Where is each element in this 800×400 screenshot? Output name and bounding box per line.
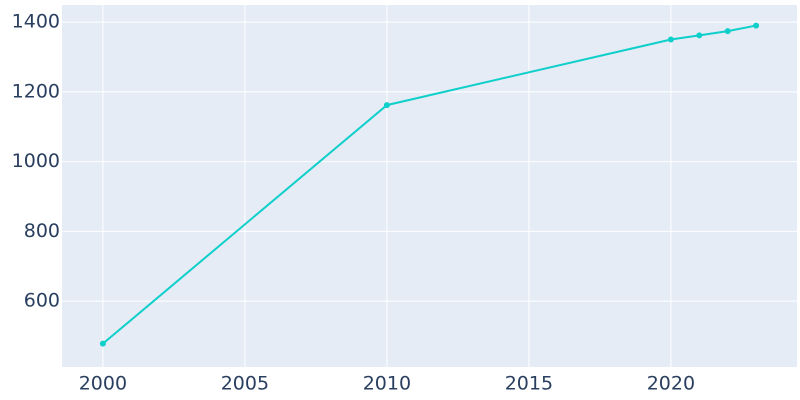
x-tick-label: 2015	[505, 373, 553, 395]
point	[753, 22, 760, 29]
y-tick-label: 1400	[12, 11, 60, 33]
x-tick-label: 2005	[221, 373, 269, 395]
point	[667, 36, 674, 43]
x-tick-label: 2020	[647, 373, 695, 395]
y-tick-label: 1200	[12, 80, 60, 102]
point	[724, 28, 731, 35]
y-tick-label: 800	[24, 220, 60, 242]
x-tick-label: 2000	[79, 373, 127, 395]
point	[696, 32, 703, 39]
plot-area	[62, 5, 797, 367]
x-tick-label: 2010	[363, 373, 411, 395]
y-tick-label: 600	[24, 290, 60, 312]
y-tick-label: 1000	[12, 150, 60, 172]
point	[383, 102, 390, 109]
point	[99, 340, 106, 347]
line	[102, 24, 757, 345]
